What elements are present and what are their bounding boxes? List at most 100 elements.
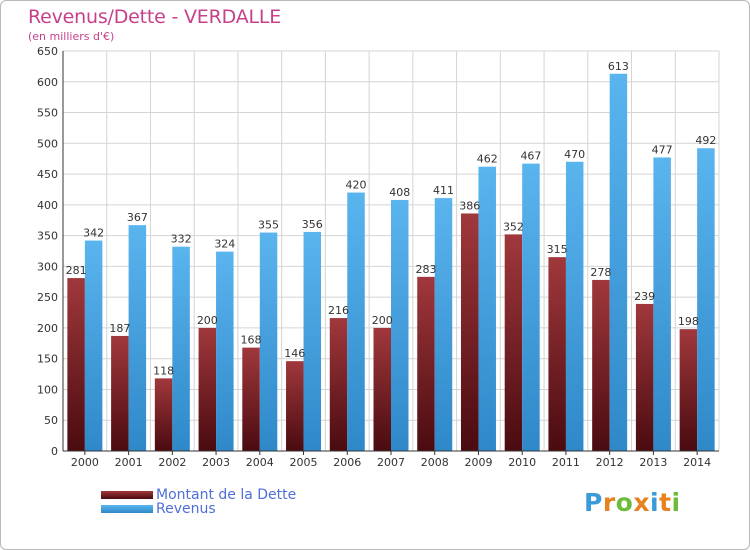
logo-letter: r <box>602 488 616 517</box>
y-tick-label: 100 <box>37 383 58 396</box>
y-tick-label: 200 <box>37 322 58 335</box>
bar-dette-2013 <box>635 303 654 451</box>
bar-dette-2001 <box>111 335 129 451</box>
x-tick-label: 2012 <box>596 456 624 469</box>
bar-dette-2004 <box>242 347 260 451</box>
bar-dette-2008 <box>417 276 435 451</box>
data-label-dette: 278 <box>590 266 611 279</box>
data-label-dette: 386 <box>459 199 480 212</box>
bar-dette-2011 <box>548 257 566 451</box>
logo-letter: t <box>659 488 672 517</box>
y-tick-label: 150 <box>37 353 58 366</box>
data-label-dette: 146 <box>284 347 305 360</box>
y-tick-label: 350 <box>37 230 58 243</box>
data-label-revenus: 367 <box>127 211 148 224</box>
data-label-revenus: 324 <box>214 238 235 251</box>
y-tick-label: 550 <box>37 107 58 120</box>
y-tick-label: 650 <box>37 45 58 58</box>
bar-revenus-2010 <box>522 163 540 451</box>
data-label-revenus: 492 <box>695 134 716 147</box>
data-label-dette: 187 <box>109 322 130 335</box>
y-tick-label: 50 <box>44 414 58 427</box>
x-tick-label: 2007 <box>377 456 405 469</box>
data-label-dette: 352 <box>503 220 524 233</box>
x-tick-label: 2000 <box>71 456 99 469</box>
bar-dette-2012 <box>592 279 610 451</box>
y-tick-label: 450 <box>37 168 58 181</box>
bar-revenus-2003 <box>216 251 234 451</box>
bar-dette-2014 <box>679 329 698 451</box>
data-label-revenus: 411 <box>433 184 454 197</box>
chart-title: Revenus/Dette - VERDALLE <box>28 6 282 28</box>
data-label-dette: 239 <box>634 290 655 303</box>
data-label-dette: 216 <box>328 304 349 317</box>
data-label-dette: 281 <box>66 264 87 277</box>
x-tick-label: 2011 <box>552 456 580 469</box>
data-label-dette: 168 <box>241 334 262 347</box>
x-tick-label: 2014 <box>683 456 711 469</box>
data-label-revenus: 408 <box>389 186 410 199</box>
x-tick-label: 2004 <box>246 456 274 469</box>
y-tick-label: 300 <box>37 260 58 273</box>
legend-label-dette: Montant de la Dette <box>156 487 297 503</box>
legend-swatch-dette <box>101 491 153 499</box>
data-label-revenus: 356 <box>302 218 323 231</box>
bar-revenus-2013 <box>653 157 671 451</box>
data-label-dette: 315 <box>547 243 568 256</box>
data-label-dette: 200 <box>197 314 218 327</box>
data-label-revenus: 470 <box>564 148 585 161</box>
y-tick-label: 0 <box>51 445 58 458</box>
bar-revenus-2002 <box>172 246 190 451</box>
legend-label-revenus: Revenus <box>156 501 216 517</box>
data-label-dette: 118 <box>153 364 174 377</box>
proxiti-logo: Proxiti <box>584 488 681 517</box>
bar-revenus-2012 <box>609 73 628 452</box>
y-tick-label: 400 <box>37 199 58 212</box>
bar-revenus-2008 <box>434 198 453 451</box>
x-tick-label: 2010 <box>508 456 536 469</box>
x-tick-label: 2003 <box>202 456 230 469</box>
bar-revenus-2004 <box>259 232 278 451</box>
y-tick-label: 500 <box>37 137 58 150</box>
x-tick-label: 2009 <box>464 456 492 469</box>
bar-revenus-2005 <box>303 231 322 451</box>
bar-revenus-2007 <box>391 199 409 451</box>
data-label-revenus: 355 <box>258 219 279 232</box>
data-label-dette: 198 <box>678 315 699 328</box>
bar-dette-2009 <box>460 213 479 451</box>
data-label-revenus: 467 <box>520 150 541 163</box>
x-tick-label: 2005 <box>290 456 318 469</box>
data-label-revenus: 420 <box>346 179 367 192</box>
x-tick-label: 2002 <box>158 456 186 469</box>
y-tick-label: 250 <box>37 291 58 304</box>
bar-dette-2010 <box>504 234 523 451</box>
bar-revenus-2001 <box>128 225 147 451</box>
x-tick-label: 2008 <box>421 456 449 469</box>
data-label-revenus: 477 <box>652 143 673 156</box>
x-tick-label: 2013 <box>639 456 667 469</box>
bar-dette-2006 <box>329 318 348 451</box>
bar-revenus-2006 <box>347 192 365 452</box>
bar-dette-2005 <box>286 361 304 451</box>
logo-letter: i <box>650 488 660 517</box>
bar-revenus-2000 <box>84 240 103 451</box>
data-label-revenus: 342 <box>83 227 104 240</box>
y-tick-label: 600 <box>37 76 58 89</box>
legend-swatch-revenus <box>101 505 153 513</box>
data-label-dette: 283 <box>415 263 436 276</box>
logo-letter: x <box>633 488 650 517</box>
bar-dette-2000 <box>67 278 85 451</box>
bar-revenus-2011 <box>565 161 584 451</box>
logo-letter: i <box>671 488 681 517</box>
x-tick-label: 2001 <box>115 456 143 469</box>
bar-revenus-2014 <box>697 148 715 451</box>
bar-dette-2007 <box>373 327 391 451</box>
bar-dette-2003 <box>198 327 217 451</box>
data-label-revenus: 613 <box>608 60 629 73</box>
logo-letter: o <box>615 488 634 517</box>
bar-dette-2002 <box>154 378 173 451</box>
chart-subtitle: (en milliers d'€) <box>28 30 115 43</box>
data-label-dette: 200 <box>372 314 393 327</box>
